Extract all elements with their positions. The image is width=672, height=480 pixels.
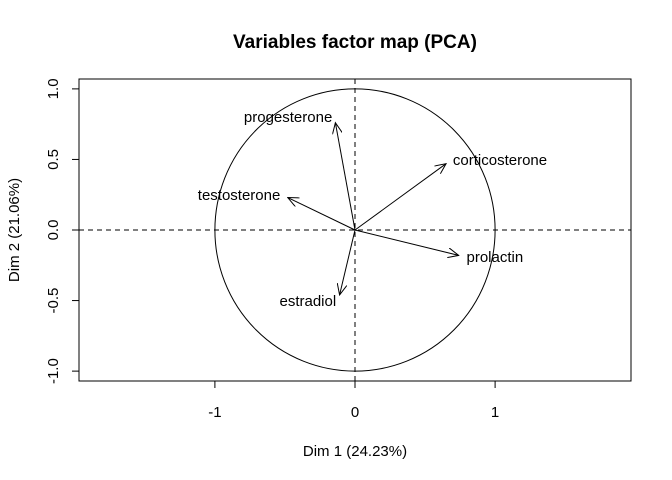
x-axis-label: Dim 1 (24.23%) [303, 443, 407, 460]
variable-arrow-estradiol [340, 229, 356, 295]
variable-label-prolactin: prolactin [467, 249, 524, 266]
x-tick-label: -1 [208, 404, 221, 421]
variable-arrow-corticosterone [354, 164, 446, 231]
variable-label-testosterone: testosterone [198, 187, 281, 204]
y-axis-label: Dim 2 (21.06%) [6, 178, 23, 282]
variable-arrow-testosterone [288, 198, 356, 231]
y-tick-label: 0.0 [45, 220, 62, 241]
y-tick-label: -0.5 [45, 288, 62, 314]
x-tick-label: 0 [351, 404, 359, 421]
y-tick-label: 0.5 [45, 149, 62, 170]
variable-label-estradiol: estradiol [279, 293, 336, 310]
y-tick-label: 1.0 [45, 78, 62, 99]
plot-area: progesterone corticosterone testosterone pr… [79, 79, 631, 381]
chart-title: Variables factor map (PCA) [233, 32, 477, 53]
x-axis: -1 0 1 [208, 380, 499, 421]
variable-arrow-prolactin [354, 229, 459, 255]
variable-label-progesterone: progesterone [244, 109, 332, 126]
variable-label-corticosterone: corticosterone [453, 152, 547, 169]
x-tick-label: 1 [491, 404, 499, 421]
y-tick-label: -1.0 [45, 358, 62, 384]
y-axis: -1.0 -0.5 0.0 0.5 1.0 [45, 78, 80, 384]
variable-arrow-progesterone [335, 123, 356, 231]
